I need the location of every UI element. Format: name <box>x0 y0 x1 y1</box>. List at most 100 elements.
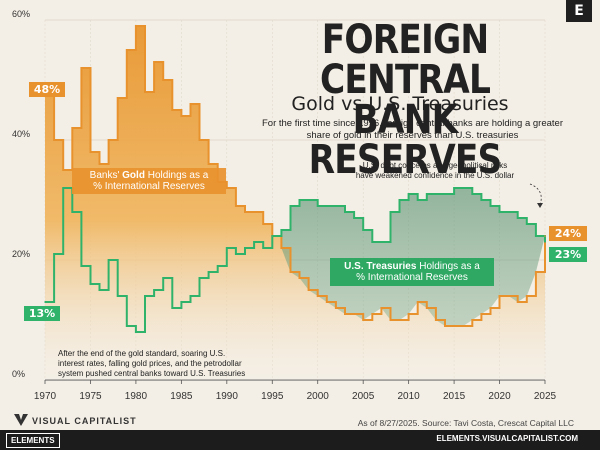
brand-name: VISUAL CAPITALIST <box>32 416 137 426</box>
x-tick-label: 1995 <box>261 391 284 402</box>
debt-note-line1: U.S. debt concerns and geopolitical risk… <box>362 161 508 170</box>
treasury-point <box>426 193 428 195</box>
gold-point <box>135 25 137 27</box>
gold-point <box>235 205 237 207</box>
treasury-point <box>335 205 337 207</box>
treasury-point <box>135 331 137 333</box>
gold-point <box>171 109 174 111</box>
gold-point <box>226 187 228 189</box>
treasury-point <box>253 241 255 243</box>
treasury-point <box>298 199 301 201</box>
treasury-point <box>307 199 310 201</box>
gold-point <box>316 295 319 297</box>
gold-point <box>335 307 337 309</box>
treasury-point <box>80 265 83 267</box>
gold-point <box>453 325 455 327</box>
gold-point <box>189 103 192 105</box>
gold-point <box>344 313 346 315</box>
x-tick-label: 1985 <box>170 391 193 402</box>
treasury-area <box>281 188 545 326</box>
treasury-point <box>162 277 164 279</box>
debt-note-arrow <box>529 183 542 206</box>
x-tick-label: 2025 <box>534 391 557 402</box>
treasury-point <box>216 265 219 267</box>
gold-point <box>362 319 364 321</box>
x-tick-label: 2000 <box>307 391 330 402</box>
y-tick-label: 0% <box>12 369 25 379</box>
x-tick-label: 2010 <box>398 391 421 402</box>
elements-url[interactable]: ELEMENTS.VISUALCAPITALIST.COM <box>436 434 578 443</box>
history-note-line1: After the end of the gold standard, soar… <box>58 349 226 358</box>
treasury-point <box>153 289 155 291</box>
gold-point <box>498 295 501 297</box>
chart-lines <box>44 25 546 333</box>
history-note-line3: system pushed central banks toward U.S. … <box>58 369 246 378</box>
gold-point <box>89 151 92 153</box>
treasury-point <box>62 187 64 189</box>
treasury-point <box>316 205 319 207</box>
elements-tag: ELEMENTS <box>6 433 60 448</box>
treasury-point <box>289 205 292 207</box>
treasury-point <box>107 259 110 261</box>
treasury-point <box>226 247 228 249</box>
treasury-point <box>516 217 519 219</box>
gold-point <box>353 313 355 315</box>
treasury-series-label: U.S. Treasuries Holdings as a % Internat… <box>330 258 494 286</box>
treasury-point <box>71 211 74 213</box>
gold-point <box>126 49 128 51</box>
gold-point <box>326 301 328 303</box>
treasury-point <box>271 235 274 237</box>
gold-point <box>426 307 428 309</box>
treasury-point <box>498 211 501 213</box>
treasury-point <box>398 199 401 201</box>
gold-point <box>444 325 446 327</box>
gold-line <box>45 25 546 327</box>
gold-point <box>180 115 183 117</box>
treasury-point <box>544 241 546 243</box>
gold-point <box>207 163 210 165</box>
gold-point <box>262 223 264 225</box>
gold-point <box>407 313 410 315</box>
gold-point <box>307 289 310 291</box>
treasury-point <box>116 295 119 297</box>
treasury-point <box>262 247 264 249</box>
gold-point <box>244 211 246 213</box>
y-axis: 0% 20% 40% 60% <box>12 9 30 379</box>
treasury-point <box>235 253 237 255</box>
treasury-point <box>207 271 210 273</box>
title-line-1: FOREIGN CENTRAL <box>319 17 491 103</box>
treasury-point <box>353 217 355 219</box>
gold-point <box>71 127 74 129</box>
treasury-point <box>407 193 410 195</box>
gold-point <box>107 139 110 141</box>
x-tick-label: 1970 <box>34 391 57 402</box>
treasury-point <box>98 289 101 291</box>
source-note: As of 8/27/2025. Source: Tavi Costa, Cre… <box>357 418 574 428</box>
gold-point <box>435 319 437 321</box>
page-subtitle: Gold vs U.S. Treasuries <box>291 93 509 115</box>
visual-capitalist-logo-icon <box>14 414 28 426</box>
treasury-point <box>389 211 392 213</box>
gold-point <box>116 97 119 99</box>
treasury-point <box>144 295 146 297</box>
gold-label-suffix: Holdings as a <box>144 170 209 181</box>
gold-point <box>98 163 101 165</box>
gold-point <box>144 91 146 93</box>
x-axis: 1970 1975 1980 1985 1990 1995 2000 2005 2010 2015… <box>34 380 557 402</box>
gold-point <box>162 79 164 81</box>
x-tick-label: 2020 <box>488 391 511 402</box>
treasury-point <box>89 283 92 285</box>
history-note-line2: interest rates, falling gold prices, and… <box>58 359 242 368</box>
x-tick-label: 2015 <box>443 391 466 402</box>
x-tick-label: 1975 <box>79 391 102 402</box>
gold-point <box>53 139 55 141</box>
chart-areas <box>45 26 545 380</box>
treasury-point <box>526 223 528 225</box>
treasury-point <box>480 199 483 201</box>
badge-treasury-start: 13% <box>24 306 60 321</box>
treasury-point <box>471 193 474 195</box>
treasury-point <box>435 193 437 195</box>
gold-label-prefix: Banks' <box>89 170 123 181</box>
history-note: After the end of the gold standard, soar… <box>58 349 288 379</box>
debt-note: U.S. debt concerns and geopolitical risk… <box>330 161 540 181</box>
